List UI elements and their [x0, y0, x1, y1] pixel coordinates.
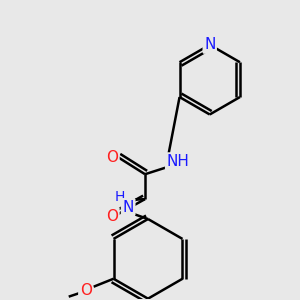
Text: O: O [80, 283, 92, 298]
Text: NH: NH [167, 154, 189, 169]
Text: O: O [106, 150, 118, 165]
Text: N: N [204, 37, 215, 52]
Text: N: N [122, 200, 134, 214]
Text: N: N [122, 200, 134, 214]
Text: O: O [106, 208, 118, 224]
Text: H: H [115, 190, 125, 204]
